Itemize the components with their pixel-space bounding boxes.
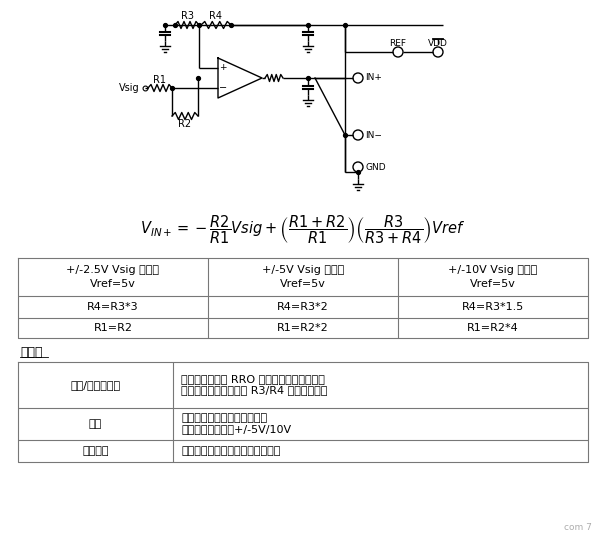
Text: 利与弊: 利与弊 (20, 346, 42, 359)
Text: 高阻抗受放大器的输入漏电流限制: 高阻抗受放大器的输入漏电流限制 (181, 446, 281, 456)
Text: +/-5V Vsig 范围，: +/-5V Vsig 范围， (262, 265, 344, 275)
Text: com 7: com 7 (564, 523, 592, 532)
Text: +: + (219, 63, 227, 72)
Text: Vref=5v: Vref=5v (280, 279, 326, 289)
Text: R4=R3*3: R4=R3*3 (87, 302, 139, 312)
Text: R1=R2*2: R1=R2*2 (277, 323, 329, 333)
Text: 裕量/单电源供电: 裕量/单电源供电 (70, 380, 121, 390)
Text: +/-2.5V Vsig 范围，: +/-2.5V Vsig 范围， (67, 265, 159, 275)
Text: 允许衰减增益和双极性输入。: 允许衰减增益和双极性输入。 (181, 413, 267, 423)
Text: R1=R2*4: R1=R2*4 (467, 323, 519, 333)
Text: IN−: IN− (365, 130, 382, 139)
Text: R3: R3 (181, 11, 193, 21)
Text: Vref=5v: Vref=5v (470, 279, 516, 289)
Text: 单电源供电时支持+/-5V/10V: 单电源供电时支持+/-5V/10V (181, 425, 291, 435)
Text: Vsig: Vsig (119, 83, 140, 93)
Text: IN+: IN+ (365, 73, 382, 83)
Text: R2: R2 (178, 119, 191, 129)
Text: R1: R1 (153, 75, 167, 85)
Text: R4: R4 (210, 11, 222, 21)
Text: +/-10V Vsig 范围，: +/-10V Vsig 范围， (448, 265, 538, 275)
Text: 输入阻抗: 输入阻抗 (82, 446, 108, 456)
Text: −: − (219, 83, 227, 93)
Text: R1=R2: R1=R2 (93, 323, 133, 333)
Text: 对单电源供电的 RRO 放大器效果良好，因为: 对单电源供电的 RRO 放大器效果良好，因为 (181, 375, 325, 384)
Text: $V_{IN+} = -\dfrac{R2}{R1}Vsig + \left(\dfrac{R1+R2}{R1}\right)\left(\dfrac{R3}{: $V_{IN+} = -\dfrac{R2}{R1}Vsig + \left(\… (140, 214, 466, 246)
Text: GND: GND (365, 162, 385, 172)
Text: VDD: VDD (428, 40, 448, 48)
Text: REF: REF (390, 40, 407, 48)
Text: R4=R3*2: R4=R3*2 (277, 302, 329, 312)
Text: 放大器输入共模电压由 R3/R4 分压器设置。: 放大器输入共模电压由 R3/R4 分压器设置。 (181, 385, 327, 396)
Text: 增益: 增益 (89, 419, 102, 429)
Text: R4=R3*1.5: R4=R3*1.5 (462, 302, 524, 312)
Text: Vref=5v: Vref=5v (90, 279, 136, 289)
